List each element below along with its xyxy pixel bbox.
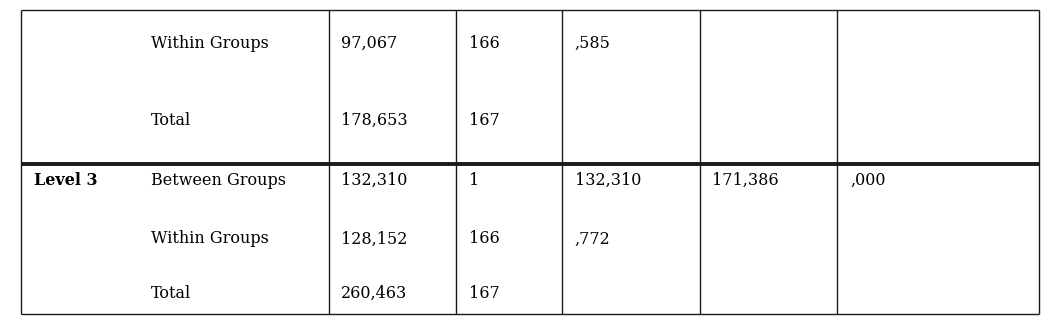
Text: 171,386: 171,386 [712, 172, 779, 189]
Text: Within Groups: Within Groups [151, 230, 268, 248]
Text: Within Groups: Within Groups [151, 35, 268, 52]
Text: ,772: ,772 [575, 230, 611, 248]
Text: Level 3: Level 3 [34, 172, 98, 189]
Text: 166: 166 [469, 35, 499, 52]
Text: Total: Total [151, 112, 191, 129]
Text: 167: 167 [469, 112, 499, 129]
Text: 178,653: 178,653 [341, 112, 408, 129]
Text: 132,310: 132,310 [575, 172, 641, 189]
Text: ,000: ,000 [850, 172, 885, 189]
Text: 260,463: 260,463 [341, 285, 407, 302]
Text: ,585: ,585 [575, 35, 611, 52]
Text: 132,310: 132,310 [341, 172, 408, 189]
Text: 167: 167 [469, 285, 499, 302]
Text: Total: Total [151, 285, 191, 302]
Text: 128,152: 128,152 [341, 230, 408, 248]
Text: Between Groups: Between Groups [151, 172, 285, 189]
Text: 1: 1 [469, 172, 479, 189]
Text: 97,067: 97,067 [341, 35, 398, 52]
Text: 166: 166 [469, 230, 499, 248]
